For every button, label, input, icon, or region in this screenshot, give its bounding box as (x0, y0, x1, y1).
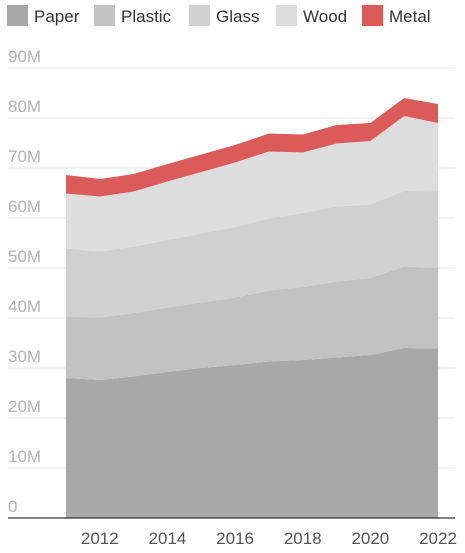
x-tick-label: 2012 (81, 529, 119, 548)
legend-item-glass: Glass (189, 5, 259, 26)
area-glass (66, 191, 438, 318)
legend-swatch (276, 5, 297, 26)
y-tick-label: 30M (8, 347, 41, 366)
area-wood (66, 116, 438, 252)
y-tick-label: 0 (8, 497, 17, 516)
x-tick-label: 2016 (216, 529, 254, 548)
legend-swatch (362, 5, 383, 26)
legend-swatch (189, 5, 210, 26)
y-tick-label: 80M (8, 97, 41, 116)
y-tick-label: 70M (8, 147, 41, 166)
y-tick-label: 20M (8, 397, 41, 416)
legend-label: Paper (34, 7, 80, 26)
legend-item-wood: Wood (276, 5, 347, 26)
area-paper (66, 348, 438, 518)
y-tick-label: 40M (8, 297, 41, 316)
x-tick-label: 2020 (351, 529, 389, 548)
x-tick-label: 2018 (284, 529, 322, 548)
legend-item-plastic: Plastic (94, 5, 172, 26)
x-tick-label: 2014 (149, 529, 187, 548)
series-areas (66, 98, 438, 518)
legend-item-paper: Paper (7, 5, 80, 26)
legend: Paper Plastic Glass Wood Metal (7, 5, 431, 26)
area-metal (66, 98, 438, 197)
y-tick-label: 60M (8, 197, 41, 216)
y-tick-label: 10M (8, 447, 41, 466)
legend-label: Glass (216, 7, 259, 26)
y-axis-ticks: 0 10M 20M 30M 40M 50M 60M 70M 80M 90M (8, 47, 41, 516)
legend-label: Metal (389, 7, 431, 26)
legend-label: Plastic (121, 7, 172, 26)
x-tick-label: 2022 (419, 529, 457, 548)
legend-swatch (7, 5, 28, 26)
legend-swatch (94, 5, 115, 26)
y-tick-label: 90M (8, 47, 41, 66)
x-axis-ticks: 2012 2014 2016 2018 2020 2022 (81, 529, 457, 548)
legend-item-metal: Metal (362, 5, 431, 26)
y-tick-label: 50M (8, 247, 41, 266)
area-plastic (66, 266, 438, 380)
legend-label: Wood (303, 7, 347, 26)
